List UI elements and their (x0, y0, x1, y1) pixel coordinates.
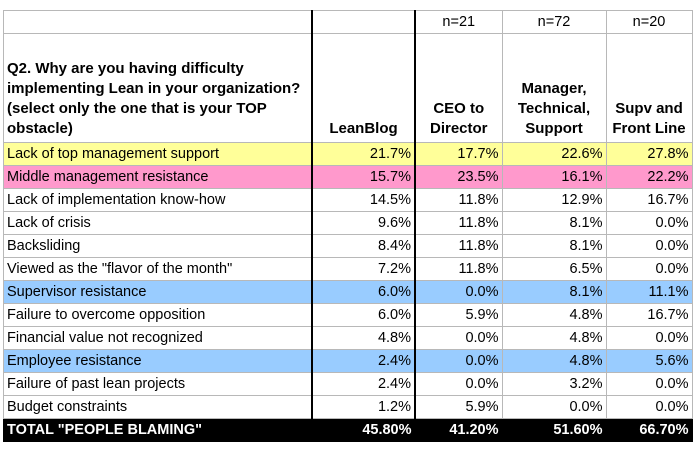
row-label: Failure to overcome opposition (3, 303, 313, 327)
value-cell: 8.1% (502, 280, 607, 304)
value-cell: 17.7% (415, 142, 503, 166)
value-cell: 16.7% (606, 303, 693, 327)
value-cell: 0.0% (502, 395, 607, 419)
value-cell: 27.8% (606, 142, 693, 166)
total-value-cell: 45.80% (312, 418, 416, 442)
value-cell: 22.2% (606, 165, 693, 189)
table-row: Failure to overcome opposition 6.0% 5.9% 4.… (3, 303, 693, 327)
value-cell: 7.2% (311, 257, 416, 281)
value-cell: 11.8% (415, 234, 503, 258)
value-cell: 0.0% (606, 372, 693, 396)
table-row: Lack of implementation know-how 14.5% 11.8… (3, 188, 693, 212)
sample-size-row: n=21 n=72 n=20 (3, 10, 693, 34)
value-cell: 8.1% (502, 234, 607, 258)
value-cell: 2.4% (311, 372, 416, 396)
sample-size-cell: n=20 (606, 10, 693, 34)
value-cell: 4.8% (311, 326, 416, 350)
value-cell: 0.0% (415, 326, 503, 350)
row-label: Middle management resistance (3, 165, 313, 189)
sample-size-cell (311, 10, 416, 34)
column-header-ceo: CEO to Director (415, 33, 503, 143)
row-label: Employee resistance (3, 349, 313, 373)
value-cell: 16.1% (502, 165, 607, 189)
value-cell: 0.0% (606, 257, 693, 281)
question-header: Q2. Why are you having difficulty implem… (3, 33, 313, 143)
value-cell: 2.4% (311, 349, 416, 373)
value-cell: 14.5% (311, 188, 416, 212)
value-cell: 6.0% (311, 303, 416, 327)
sample-size-cell (3, 10, 313, 34)
sample-size-cell: n=72 (502, 10, 607, 34)
value-cell: 0.0% (606, 211, 693, 235)
value-cell: 11.1% (606, 280, 693, 304)
total-value-cell: 41.20% (415, 418, 503, 442)
row-label: Viewed as the "flavor of the month" (3, 257, 313, 281)
table-row: Lack of top management support 21.7% 17.7%… (3, 142, 693, 166)
value-cell: 12.9% (502, 188, 607, 212)
table-row: Financial value not recognized 4.8% 0.0% 4.… (3, 326, 693, 350)
value-cell: 4.8% (502, 303, 607, 327)
value-cell: 0.0% (415, 280, 503, 304)
table-row: Employee resistance 2.4% 0.0% 4.8% 5.6% (3, 349, 693, 373)
value-cell: 21.7% (311, 142, 416, 166)
row-label: Lack of implementation know-how (3, 188, 313, 212)
value-cell: 8.4% (311, 234, 416, 258)
row-label: Budget constraints (3, 395, 313, 419)
value-cell: 16.7% (606, 188, 693, 212)
value-cell: 1.2% (311, 395, 416, 419)
row-label: Lack of top management support (3, 142, 313, 166)
value-cell: 0.0% (415, 349, 503, 373)
table-row: Failure of past lean projects 2.4% 0.0% 3.2… (3, 372, 693, 396)
value-cell: 6.5% (502, 257, 607, 281)
table-row: Backsliding 8.4% 11.8% 8.1% 0.0% (3, 234, 693, 258)
header-row: Q2. Why are you having difficulty implem… (3, 33, 693, 143)
row-label: Failure of past lean projects (3, 372, 313, 396)
column-header-manager: Manager, Technical, Support (502, 33, 607, 143)
value-cell: 3.2% (502, 372, 607, 396)
value-cell: 4.8% (502, 326, 607, 350)
row-label: Lack of crisis (3, 211, 313, 235)
total-label: TOTAL "PEOPLE BLAMING" (3, 418, 313, 442)
column-header-supervisor: Supv and Front Line (606, 33, 693, 143)
value-cell: 5.9% (415, 395, 503, 419)
value-cell: 11.8% (415, 188, 503, 212)
value-cell: 0.0% (606, 395, 693, 419)
row-label: Backsliding (3, 234, 313, 258)
value-cell: 8.1% (502, 211, 607, 235)
table-row: Middle management resistance 15.7% 23.5% 16… (3, 165, 693, 189)
sample-size-cell: n=21 (415, 10, 503, 34)
row-label: Supervisor resistance (3, 280, 313, 304)
total-value-cell: 66.70% (606, 418, 693, 442)
total-row: TOTAL "PEOPLE BLAMING" 45.80% 41.20% 51.60%… (3, 418, 693, 442)
value-cell: 4.8% (502, 349, 607, 373)
row-label: Financial value not recognized (3, 326, 313, 350)
value-cell: 6.0% (311, 280, 416, 304)
total-value-cell: 51.60% (502, 418, 607, 442)
value-cell: 0.0% (606, 326, 693, 350)
value-cell: 15.7% (311, 165, 416, 189)
value-cell: 0.0% (606, 234, 693, 258)
value-cell: 9.6% (311, 211, 416, 235)
value-cell: 23.5% (415, 165, 503, 189)
value-cell: 0.0% (415, 372, 503, 396)
value-cell: 11.8% (415, 257, 503, 281)
table-row: Viewed as the "flavor of the month" 7.2% 1… (3, 257, 693, 281)
table-row: Lack of crisis 9.6% 11.8% 8.1% 0.0% (3, 211, 693, 235)
value-cell: 5.6% (606, 349, 693, 373)
value-cell: 5.9% (415, 303, 503, 327)
survey-results-table: n=21 n=72 n=20 Q2. Why are you having di… (3, 10, 693, 442)
value-cell: 11.8% (415, 211, 503, 235)
column-header-leanblog: LeanBlog (311, 33, 416, 143)
table-row: Budget constraints 1.2% 5.9% 0.0% 0.0% (3, 395, 693, 419)
table-row: Supervisor resistance 6.0% 0.0% 8.1% 11.1% (3, 280, 693, 304)
value-cell: 22.6% (502, 142, 607, 166)
